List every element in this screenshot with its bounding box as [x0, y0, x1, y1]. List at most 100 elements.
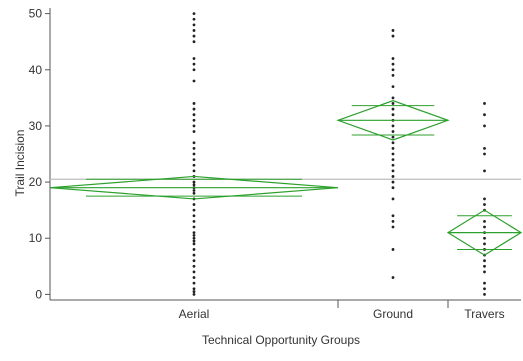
- x-tick-label-ground: Ground: [373, 307, 413, 321]
- data-point-travers: [483, 264, 486, 268]
- data-point-ground: [391, 96, 395, 100]
- data-point-travers: [483, 152, 486, 156]
- data-point-ground: [391, 276, 395, 279]
- data-point-aerial: [192, 152, 196, 156]
- x-tick-label-aerial: Aerial: [179, 307, 210, 321]
- data-point-ground: [391, 107, 395, 111]
- data-point-ground: [391, 169, 395, 173]
- data-point-aerial: [192, 130, 196, 133]
- data-point-aerial: [192, 169, 196, 173]
- data-point-ground: [391, 34, 395, 38]
- y-tick-label: 30: [29, 119, 43, 133]
- data-point-travers: [483, 169, 486, 173]
- data-point-travers: [483, 219, 486, 223]
- data-point-aerial: [192, 113, 196, 117]
- data-point-aerial: [192, 163, 196, 167]
- data-point-aerial: [192, 264, 196, 268]
- data-point-aerial: [192, 107, 196, 111]
- data-point-aerial: [192, 102, 196, 105]
- data-point-aerial: [192, 40, 196, 44]
- data-point-ground: [391, 130, 395, 133]
- data-point-ground: [391, 248, 395, 251]
- data-point-aerial: [192, 287, 196, 291]
- data-point-aerial: [192, 79, 196, 83]
- data-point-ground: [391, 197, 395, 201]
- data-point-travers: [483, 203, 486, 206]
- data-point-ground: [391, 85, 395, 89]
- data-point-aerial: [192, 183, 196, 187]
- data-point-aerial: [192, 270, 196, 274]
- data-point-aerial: [192, 29, 196, 32]
- data-point-aerial: [192, 248, 196, 251]
- data-point-aerial: [192, 141, 196, 145]
- data-point-ground: [391, 163, 395, 167]
- x-axis-label: Technical Opportunity Groups: [202, 333, 360, 347]
- y-tick-label: 0: [35, 287, 42, 301]
- data-point-aerial: [192, 158, 196, 162]
- data-point-aerial: [192, 242, 196, 246]
- data-point-travers: [483, 197, 486, 201]
- y-tick-label: 40: [29, 63, 43, 77]
- data-point-travers: [483, 236, 486, 240]
- data-point-travers: [483, 259, 486, 263]
- y-tick-label: 50: [29, 7, 43, 21]
- data-point-ground: [391, 146, 395, 150]
- data-point-aerial: [192, 17, 196, 21]
- data-point-ground: [391, 124, 395, 128]
- data-point-aerial: [192, 34, 196, 38]
- data-point-ground: [391, 68, 395, 72]
- data-point-ground: [391, 214, 395, 218]
- data-point-aerial: [192, 239, 196, 243]
- data-point-aerial: [192, 259, 196, 263]
- y-axis-label: Trail Incision: [13, 130, 27, 197]
- data-point-ground: [391, 135, 395, 139]
- data-point-aerial: [192, 214, 196, 218]
- data-point-ground: [391, 141, 395, 145]
- data-point-ground: [391, 219, 395, 223]
- data-point-ground: [391, 102, 395, 105]
- data-point-aerial: [192, 292, 196, 296]
- data-point-aerial: [192, 12, 196, 16]
- data-point-travers: [483, 113, 486, 117]
- data-point-aerial: [192, 191, 196, 195]
- data-point-ground: [391, 158, 395, 162]
- data-point-ground: [391, 113, 395, 117]
- data-point-aerial: [192, 231, 196, 235]
- data-point-travers: [483, 287, 486, 291]
- data-point-aerial: [192, 236, 196, 240]
- data-point-aerial: [192, 276, 196, 279]
- y-tick-label: 10: [29, 231, 43, 245]
- data-point-aerial: [192, 225, 196, 229]
- data-point-ground: [391, 73, 395, 77]
- data-point-aerial: [192, 57, 196, 60]
- data-point-aerial: [192, 281, 196, 285]
- data-point-aerial: [192, 146, 196, 150]
- data-point-travers: [483, 270, 486, 274]
- data-point-aerial: [192, 124, 196, 128]
- data-point-travers: [483, 124, 486, 128]
- data-point-travers: [483, 146, 486, 150]
- data-point-aerial: [192, 68, 196, 72]
- data-point-ground: [391, 62, 395, 66]
- data-point-ground: [391, 225, 395, 229]
- data-point-travers: [483, 292, 486, 296]
- data-point-aerial: [192, 290, 196, 293]
- data-point-ground: [391, 180, 395, 184]
- data-point-aerial: [192, 23, 196, 27]
- y-tick-label: 20: [29, 175, 43, 189]
- data-point-travers: [483, 102, 486, 105]
- data-point-travers: [483, 281, 486, 285]
- data-point-aerial: [192, 118, 196, 122]
- data-point-travers: [483, 225, 486, 229]
- data-point-ground: [391, 186, 395, 190]
- data-point-aerial: [192, 253, 196, 257]
- data-point-aerial: [192, 180, 196, 184]
- data-point-ground: [391, 29, 395, 32]
- data-point-aerial: [192, 189, 196, 192]
- data-point-aerial: [192, 219, 196, 223]
- data-point-travers: [483, 242, 486, 246]
- data-point-aerial: [192, 62, 196, 66]
- x-tick-label-travers: Travers: [464, 307, 504, 321]
